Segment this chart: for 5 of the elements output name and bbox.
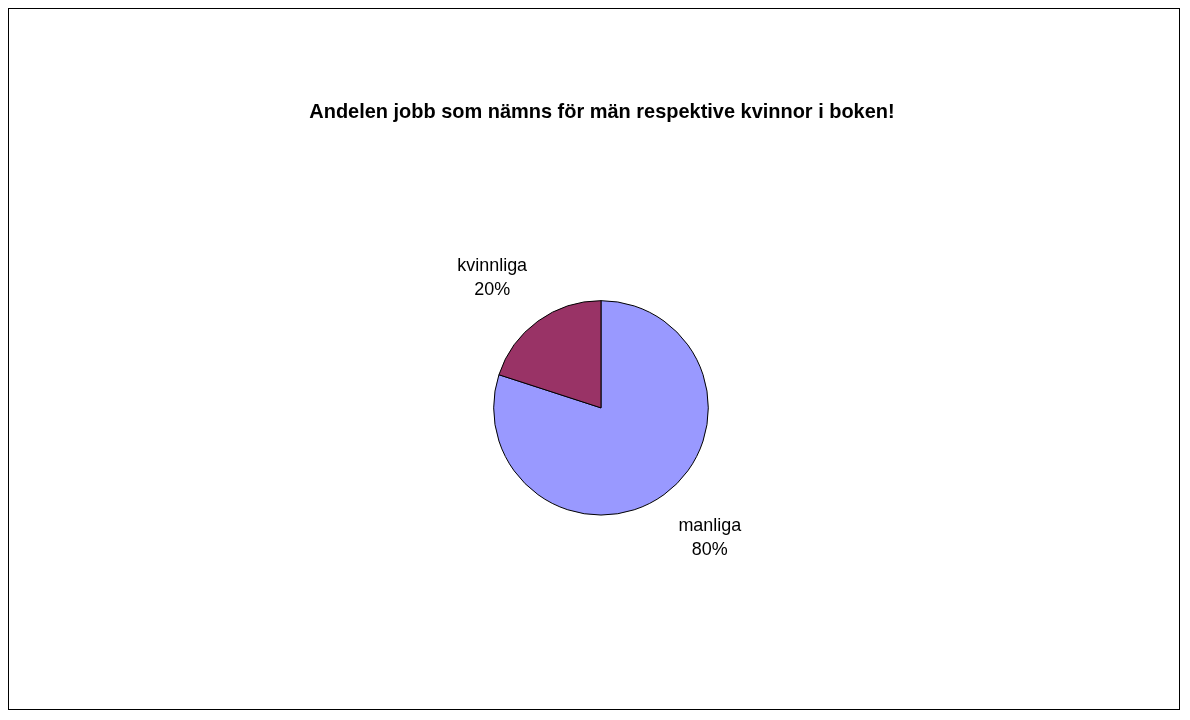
data-label: 20% [474,278,511,299]
slice-label: manliga [678,514,742,535]
data-label: 80% [691,538,728,559]
chart-title: Andelen jobb som nämns för män respektive kvinnor i boken! [309,100,895,123]
slice-label: kvinnliga [457,254,528,275]
